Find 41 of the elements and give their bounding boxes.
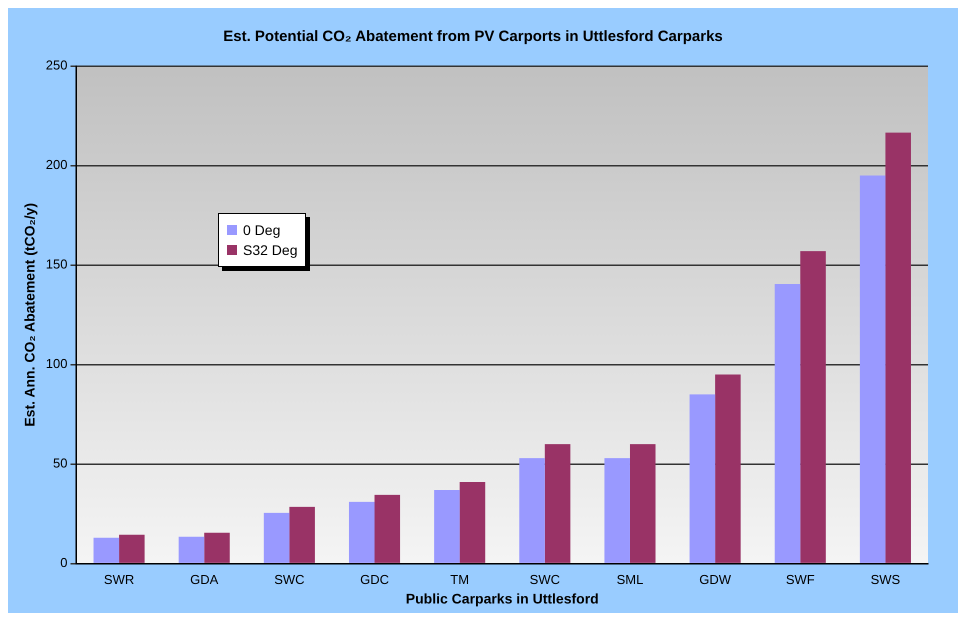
bar bbox=[544, 444, 570, 563]
y-tick-label: 150 bbox=[46, 256, 68, 272]
bar bbox=[178, 536, 204, 563]
x-tick-label: GDW bbox=[699, 572, 732, 587]
x-tick-label: TM bbox=[450, 572, 470, 587]
bar bbox=[434, 490, 460, 563]
bar bbox=[460, 482, 486, 563]
bar bbox=[604, 458, 630, 563]
y-tick-label: 250 bbox=[46, 58, 68, 73]
y-axis-title: Est. Ann. CO₂ Abatement (tCO₂/y) bbox=[21, 202, 38, 427]
x-tick-label: GDC bbox=[360, 572, 389, 587]
bar bbox=[690, 394, 716, 563]
bar bbox=[94, 538, 120, 563]
x-axis-title: Public Carparks in Uttlesford bbox=[406, 590, 599, 606]
bar bbox=[800, 251, 826, 563]
x-tick-label: SWC bbox=[274, 572, 305, 587]
bar bbox=[860, 175, 886, 563]
x-tick-label: SWS bbox=[870, 572, 901, 587]
bar bbox=[519, 458, 545, 563]
bar bbox=[885, 132, 911, 563]
bar bbox=[204, 532, 230, 563]
bar bbox=[348, 502, 375, 563]
bar bbox=[264, 512, 290, 563]
bar bbox=[715, 374, 741, 563]
bar bbox=[774, 284, 800, 563]
legend-label: 0 Deg bbox=[243, 222, 280, 238]
x-tick-label: SWC bbox=[530, 572, 560, 587]
x-tick-label: GDA bbox=[190, 572, 219, 587]
x-tick-label: SML bbox=[616, 572, 644, 587]
y-tick-label: 0 bbox=[60, 555, 68, 570]
x-tick-label: SWF bbox=[786, 572, 815, 587]
bar bbox=[289, 506, 315, 563]
y-tick-label: 100 bbox=[46, 356, 68, 372]
legend-label: S32 Deg bbox=[243, 242, 298, 258]
chart-title: Est. Potential CO₂ Abatement from PV Carports in Uttlesford Carparks bbox=[223, 28, 723, 46]
y-tick-label: 200 bbox=[46, 157, 68, 172]
y-tick-label: 50 bbox=[53, 456, 68, 471]
bar bbox=[119, 534, 145, 563]
bar bbox=[374, 494, 400, 563]
x-tick-label: SWR bbox=[104, 572, 134, 587]
bar bbox=[630, 444, 656, 563]
